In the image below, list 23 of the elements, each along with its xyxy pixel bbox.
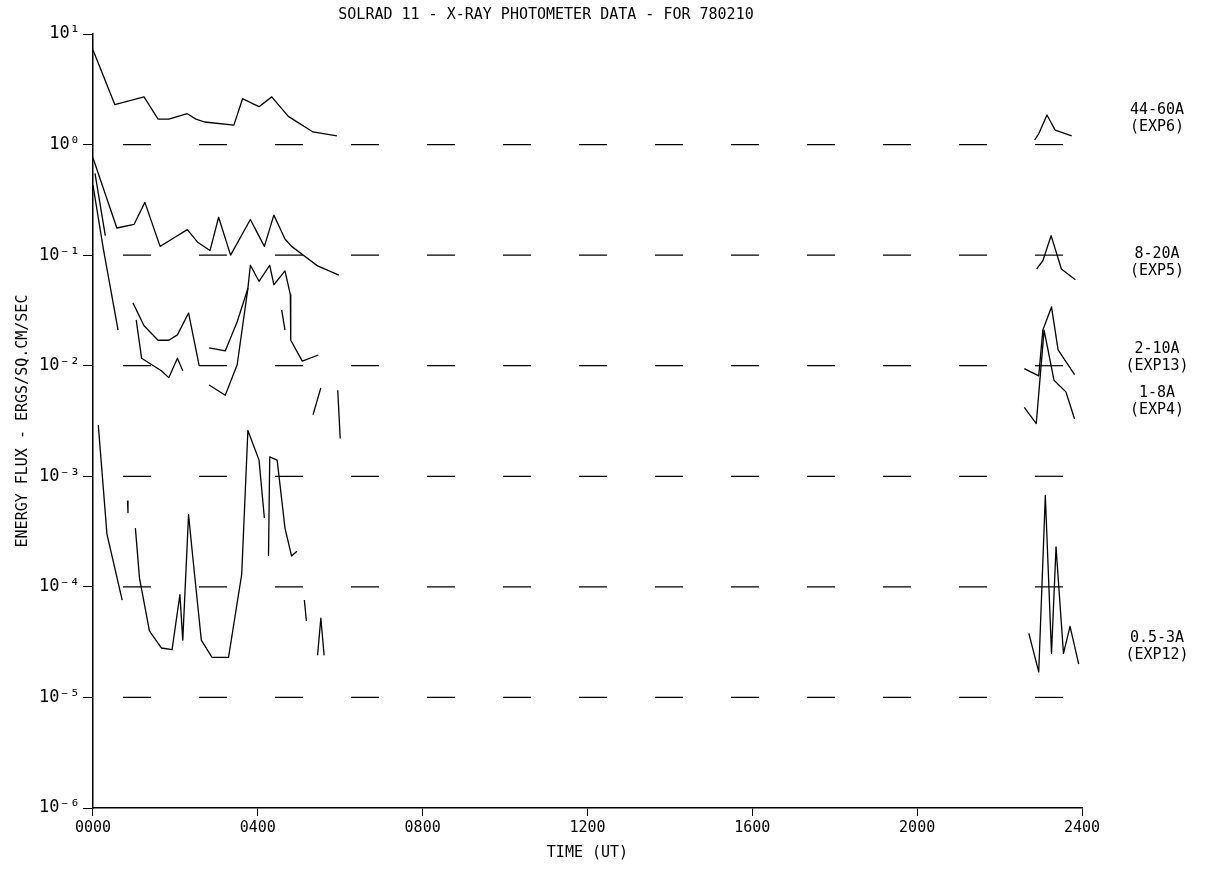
text: 0.5-3A (EXP12)	[1125, 628, 1189, 664]
text: 8-20A (EXP5)	[1129, 243, 1185, 279]
x-tick-label: 1600	[734, 817, 771, 836]
x-tick-label: 0000	[74, 817, 111, 836]
y-tick-label: 10⁻³	[38, 464, 80, 485]
x-tick-label: 1200	[569, 817, 606, 836]
x-axis-title: TIME (UT)	[546, 842, 629, 861]
x-tick-label: 2400	[1063, 817, 1101, 836]
y-tick-label: 10¹	[49, 22, 80, 43]
y-tick-label: 10⁻⁶	[38, 796, 80, 817]
y-axis-title: ENERGY FLUX - ERGS/SQ.CM/SEC	[12, 294, 31, 548]
text: 44-60A (EXP6)	[1129, 99, 1185, 135]
y-tick-label: 10⁻⁴	[38, 575, 80, 596]
text: 2-10A (EXP13)	[1125, 338, 1189, 374]
x-tick-label: 0800	[404, 817, 441, 836]
x-tick-label: 2000	[899, 817, 936, 836]
y-tick-label: 10⁻²	[38, 354, 80, 375]
y-tick-label: 10⁰	[49, 132, 80, 153]
text: 1-8A (EXP4)	[1129, 382, 1185, 418]
chart-title: SOLRAD 11 - X-RAY PHOTOMETER DATA - FOR 780210	[338, 4, 754, 23]
y-tick-label: 10⁻¹	[38, 243, 80, 264]
y-tick-label: 10⁻⁵	[38, 685, 80, 706]
x-tick-label: 0400	[239, 817, 276, 836]
